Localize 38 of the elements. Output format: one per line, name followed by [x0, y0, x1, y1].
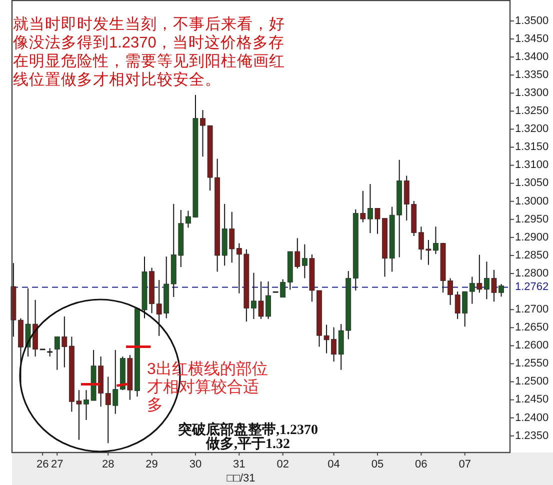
y-tick-label: 1.3350 [515, 68, 549, 81]
y-tick-label: 1.3100 [515, 159, 549, 172]
y-tick-label: 1.2400 [515, 412, 549, 424]
x-tick-label: 28 [102, 458, 114, 470]
x-tick-label: 02 [276, 458, 289, 470]
y-tick-label: 1.3150 [515, 141, 549, 154]
y-tick-label: 1.3400 [515, 50, 549, 63]
y-tick-label: 1.2500 [515, 376, 549, 388]
y-tick-label: 1.3050 [515, 177, 549, 190]
x-tick-label: 30 [189, 458, 202, 470]
x-tick-label: 27 [51, 458, 64, 470]
x-axis-title: □□/31 [226, 472, 256, 484]
ref-line-label: 1.2762 [515, 281, 549, 294]
y-tick-label: 1.2600 [515, 340, 549, 352]
y-tick-label: 1.2450 [515, 394, 549, 406]
y-tick-label: 1.2550 [515, 358, 549, 370]
x-tick-label: 07 [458, 458, 471, 470]
y-tick-label: 1.3500 [515, 14, 549, 27]
y-tick-label: 1.3250 [515, 105, 549, 118]
y-tick-label: 1.2950 [515, 213, 549, 226]
annotation: 突破底部盘整带,1.2370做多,平于1.32 [177, 421, 318, 452]
x-tick-label: 26 [36, 458, 49, 470]
y-tick-label: 1.3200 [515, 123, 549, 136]
x-tick-label: 31 [233, 458, 246, 470]
annotation: 就当时即时发生当刻，不事后来看，好像没法多得到1.2370，当时这价格多存在明显危险性，需要等见到阳柱俺画红线位置做多才相对比较安全。 [13, 15, 285, 88]
y-tick-label: 1.2900 [515, 231, 549, 244]
y-tick-label: 1.2700 [515, 304, 549, 316]
y-tick-label: 1.2800 [515, 267, 549, 280]
x-tick-label: 06 [415, 458, 428, 470]
y-tick-label: 1.3000 [515, 195, 549, 208]
x-tick-label: 29 [146, 458, 158, 470]
y-tick-label: 1.3300 [515, 87, 549, 100]
x-tick-label: 04 [328, 458, 340, 470]
y-tick-label: 1.2350 [515, 430, 549, 442]
y-tick-label: 1.3450 [515, 32, 549, 45]
x-tick-label: 05 [371, 458, 384, 470]
y-tick-label: 1.2850 [515, 249, 549, 262]
y-tick-label: 1.2650 [515, 322, 549, 334]
